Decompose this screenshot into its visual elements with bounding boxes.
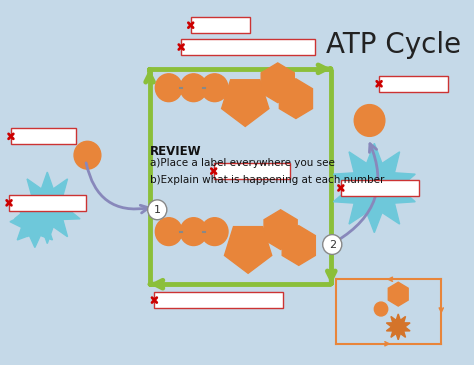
Circle shape xyxy=(155,218,182,246)
FancyBboxPatch shape xyxy=(11,128,76,144)
Circle shape xyxy=(374,302,388,316)
Polygon shape xyxy=(221,80,269,126)
Polygon shape xyxy=(225,227,272,273)
Polygon shape xyxy=(386,314,410,340)
FancyBboxPatch shape xyxy=(191,17,250,33)
Circle shape xyxy=(354,105,385,137)
FancyBboxPatch shape xyxy=(181,39,315,55)
Text: 2: 2 xyxy=(328,239,336,250)
FancyBboxPatch shape xyxy=(214,163,290,179)
FancyArrowPatch shape xyxy=(86,163,148,213)
Polygon shape xyxy=(261,63,294,103)
FancyArrowPatch shape xyxy=(337,144,378,241)
Text: 1: 1 xyxy=(154,205,161,215)
FancyBboxPatch shape xyxy=(341,180,419,196)
Circle shape xyxy=(180,74,207,101)
Circle shape xyxy=(180,218,207,246)
Circle shape xyxy=(201,218,228,246)
Polygon shape xyxy=(10,196,60,247)
Polygon shape xyxy=(388,282,408,306)
Polygon shape xyxy=(282,226,315,265)
FancyBboxPatch shape xyxy=(155,292,283,308)
Circle shape xyxy=(148,200,167,220)
Circle shape xyxy=(323,235,342,254)
Text: b)Explain what is happening at each number: b)Explain what is happening at each numb… xyxy=(150,175,384,185)
Polygon shape xyxy=(333,143,415,233)
Text: a)Place a label everywhere you see: a)Place a label everywhere you see xyxy=(150,158,335,168)
Text: REVIEW: REVIEW xyxy=(150,145,201,158)
Polygon shape xyxy=(15,172,80,243)
Polygon shape xyxy=(279,79,312,119)
Text: ATP Cycle: ATP Cycle xyxy=(326,31,461,59)
Circle shape xyxy=(155,74,182,101)
FancyBboxPatch shape xyxy=(379,76,448,92)
Polygon shape xyxy=(264,210,297,250)
Circle shape xyxy=(74,141,101,169)
Circle shape xyxy=(201,74,228,101)
FancyBboxPatch shape xyxy=(9,195,85,211)
